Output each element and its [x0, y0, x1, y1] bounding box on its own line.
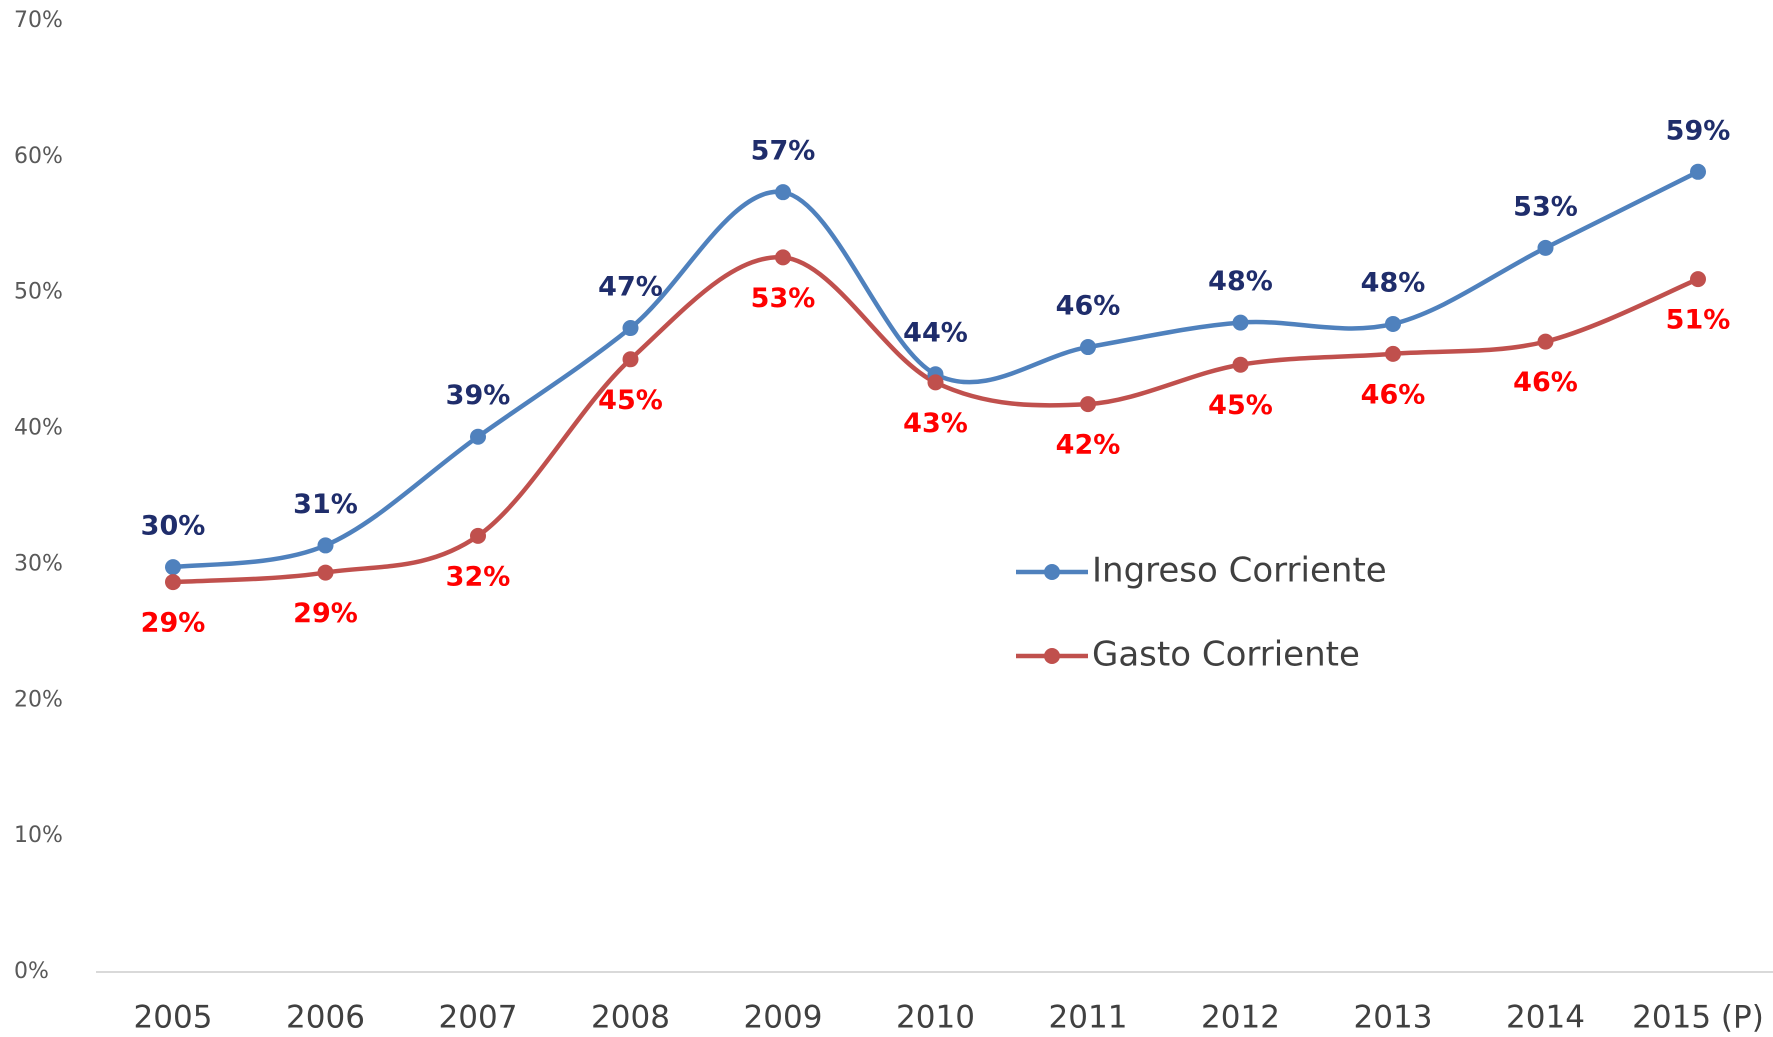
point	[1690, 163, 1706, 180]
data-label: 39%	[446, 380, 511, 411]
point	[775, 184, 791, 201]
point	[775, 249, 791, 266]
x-tick-label: 2005	[134, 1000, 213, 1036]
x-tick-label: 2010	[896, 1000, 975, 1036]
y-tick-label: 10%	[14, 823, 63, 848]
series-line	[172, 255, 1699, 585]
x-tick-label: 2013	[1354, 1000, 1433, 1036]
data-label: 48%	[1361, 267, 1426, 298]
legend-marker	[1044, 648, 1060, 664]
y-tick-label: 30%	[14, 551, 63, 576]
point	[1537, 333, 1554, 350]
data-label: 46%	[1513, 367, 1578, 398]
legend-label: Ingreso Corriente	[1092, 551, 1387, 591]
x-tick-label: 2006	[286, 1000, 365, 1036]
point	[1080, 396, 1096, 413]
point	[1385, 345, 1401, 362]
point	[470, 428, 486, 445]
y-tick-label: 20%	[14, 687, 63, 712]
point	[622, 320, 639, 337]
data-label: 32%	[446, 561, 511, 592]
x-tick-label: 2009	[744, 1000, 823, 1036]
point	[1080, 339, 1096, 356]
data-label: 46%	[1361, 379, 1426, 410]
y-tick-label: 70%	[14, 8, 63, 33]
point	[1232, 314, 1249, 331]
data-label: 47%	[598, 272, 663, 303]
point	[1232, 356, 1249, 373]
data-label: 48%	[1208, 266, 1273, 297]
point	[317, 537, 334, 554]
data-label: 45%	[598, 385, 663, 416]
point	[927, 374, 944, 391]
y-tick-label: 50%	[14, 280, 63, 305]
point	[622, 351, 639, 368]
x-tick-label: 2011	[1049, 1000, 1128, 1036]
point	[317, 564, 334, 581]
x-tick-label: 2007	[439, 1000, 518, 1036]
x-tick-label: 2008	[591, 1000, 670, 1036]
data-label: 42%	[1056, 430, 1121, 461]
data-label: 59%	[1666, 115, 1731, 146]
series-line	[172, 169, 1700, 570]
point	[470, 527, 486, 544]
data-label: 53%	[751, 283, 816, 314]
y-tick-label: 0%	[14, 959, 49, 984]
y-tick-label: 60%	[14, 144, 63, 169]
data-label: 30%	[141, 511, 206, 542]
point	[1690, 271, 1706, 288]
data-label: 31%	[293, 489, 358, 520]
data-label: 53%	[1513, 191, 1578, 222]
point	[165, 574, 181, 591]
x-tick-label: 2015 (P)	[1632, 1000, 1764, 1036]
x-tick-label: 2012	[1201, 1000, 1280, 1036]
y-tick-label: 40%	[14, 416, 63, 441]
data-label: 51%	[1666, 305, 1731, 336]
data-label: 45%	[1208, 390, 1273, 421]
x-tick-label: 2014	[1506, 1000, 1585, 1036]
point	[1537, 239, 1554, 256]
data-label: 29%	[141, 608, 206, 639]
legend-marker	[1044, 564, 1060, 580]
point	[165, 559, 181, 576]
data-label: 44%	[903, 318, 968, 349]
point	[1385, 315, 1401, 332]
data-label: 43%	[903, 408, 968, 439]
data-label: 57%	[751, 136, 816, 167]
data-label: 46%	[1056, 291, 1121, 322]
legend-label: Gasto Corriente	[1092, 635, 1360, 675]
data-label: 29%	[293, 598, 358, 629]
